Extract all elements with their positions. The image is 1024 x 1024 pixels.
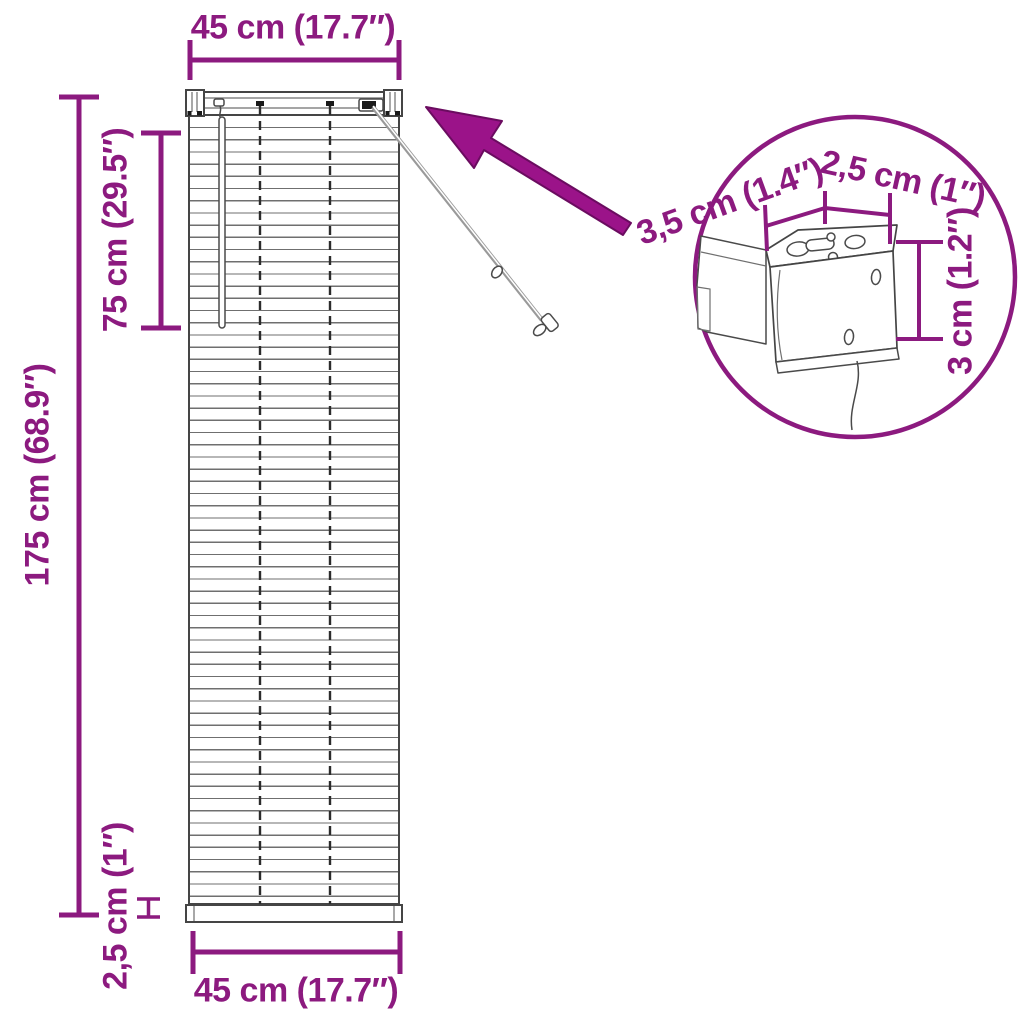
cord-length-label: 75 cm (29.5″) <box>96 127 135 333</box>
cord-length-dimension <box>141 130 181 331</box>
bracket-dimensions <box>763 191 943 341</box>
top-width-dimension <box>187 40 402 80</box>
tilt-wand <box>371 105 559 337</box>
bottom-width-dimension <box>190 931 403 974</box>
top-width-label: 45 cm (17.7″) <box>190 8 396 47</box>
wand-handle <box>532 312 559 337</box>
detail-headrail-profile <box>696 235 767 345</box>
headrail-right-bracket <box>383 89 403 117</box>
bottom-rail-height-label: 2,5 cm (1″) <box>96 822 135 990</box>
bottom-rail-dimension <box>137 897 160 919</box>
headrail-left-bracket <box>185 89 205 117</box>
blind-bottom-rail <box>185 904 403 923</box>
total-height-label: 175 cm (68.9″) <box>18 363 57 587</box>
ladder-cord-left <box>256 101 264 904</box>
tilt-mechanism <box>358 98 384 112</box>
total-height-dimension <box>59 94 99 918</box>
bracket-height-label: 3 cm (1.2″) <box>941 207 980 375</box>
detail-arrow-icon <box>425 106 632 236</box>
ladder-cord-right <box>326 101 334 904</box>
bottom-width-label: 45 cm (17.7″) <box>193 971 399 1010</box>
mounting-bracket <box>765 224 900 431</box>
control-rod <box>213 98 226 329</box>
detail-circle <box>692 114 1018 440</box>
